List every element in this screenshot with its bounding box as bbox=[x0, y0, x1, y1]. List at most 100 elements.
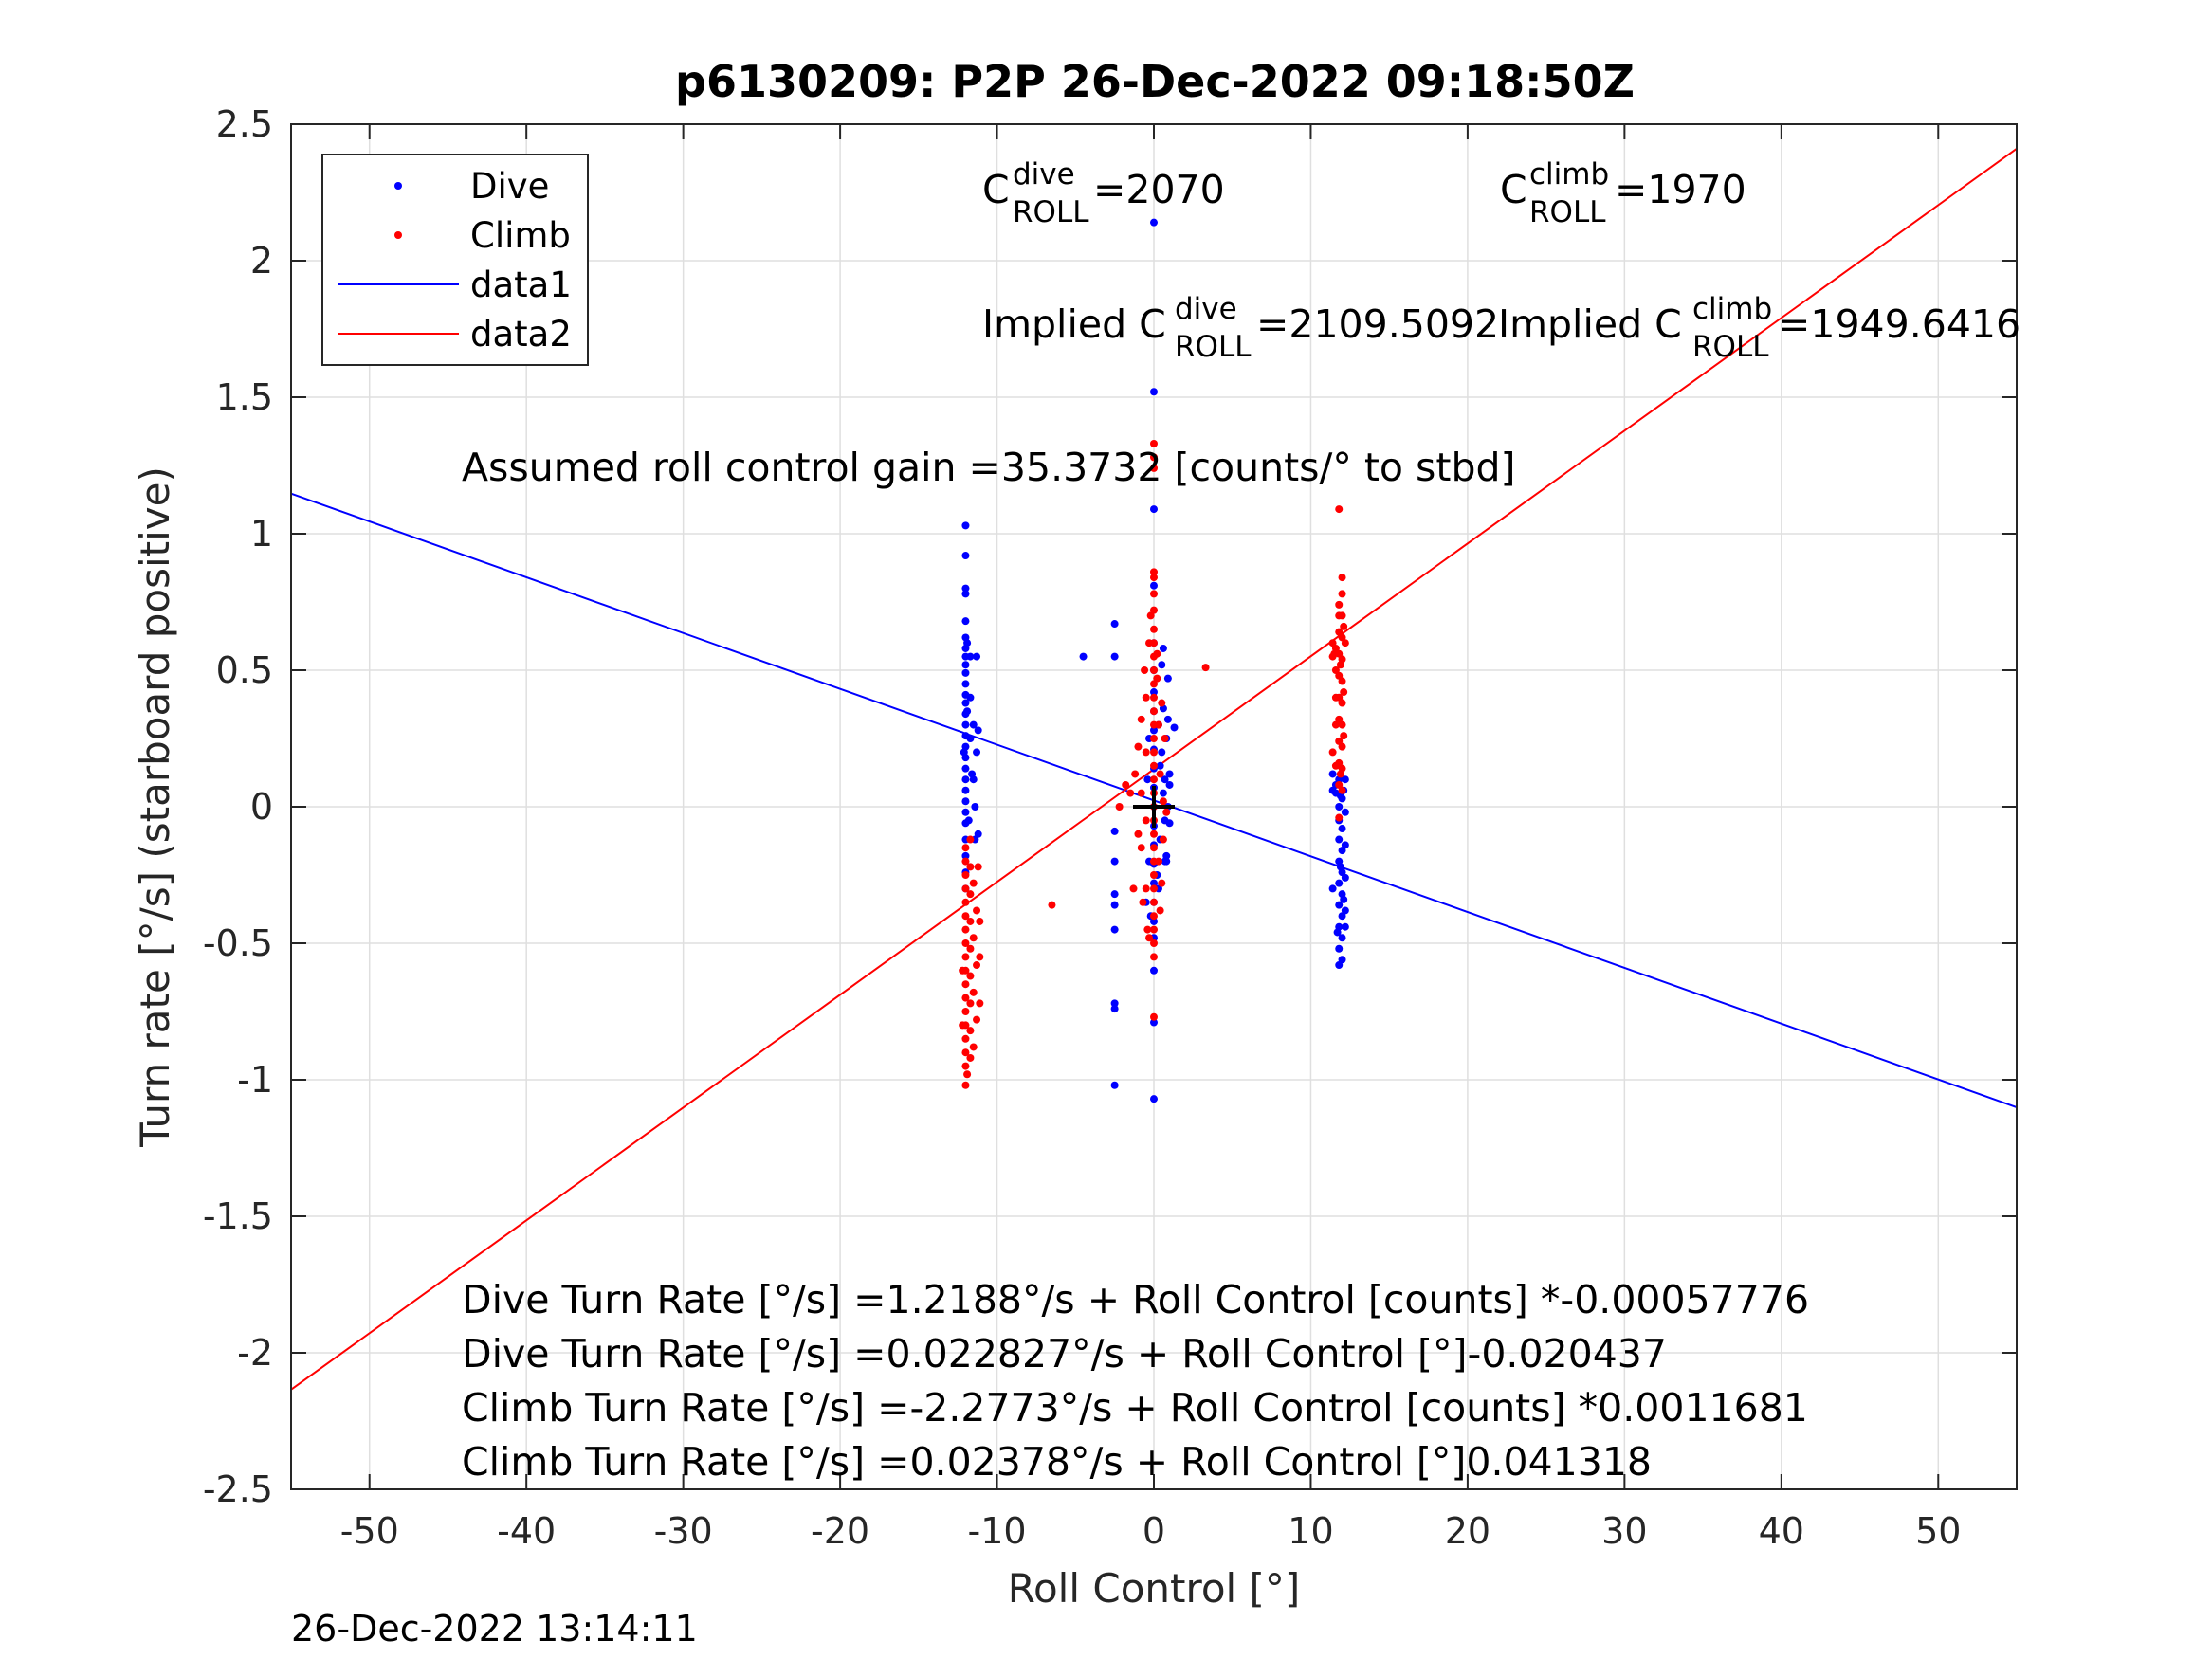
y-tick-label: 1.5 bbox=[216, 376, 273, 418]
data-point bbox=[961, 953, 970, 961]
data-point bbox=[1110, 925, 1119, 934]
data-point bbox=[966, 890, 975, 899]
data-point bbox=[1154, 720, 1162, 729]
data-point bbox=[1335, 879, 1344, 887]
data-point bbox=[976, 999, 984, 1008]
x-tick-label: -40 bbox=[497, 1510, 556, 1552]
data-point bbox=[1150, 884, 1158, 893]
data-point bbox=[1156, 761, 1164, 770]
x-tick-label: -50 bbox=[340, 1510, 399, 1552]
data-point bbox=[1335, 944, 1344, 953]
c-dive-sub: ROLL bbox=[1013, 195, 1089, 229]
implied-dive-prefix: Implied C bbox=[982, 301, 1166, 347]
data-point bbox=[1110, 857, 1119, 866]
data-point bbox=[1150, 1012, 1158, 1021]
data-point bbox=[1338, 720, 1346, 729]
data-point bbox=[964, 816, 973, 825]
data-point bbox=[1142, 693, 1150, 702]
y-tick-label: 1 bbox=[250, 513, 273, 555]
y-tick-label: -2 bbox=[237, 1332, 273, 1374]
data-point bbox=[1143, 925, 1152, 934]
data-point bbox=[1153, 649, 1161, 658]
data-point bbox=[1330, 649, 1339, 658]
data-point bbox=[966, 1027, 975, 1035]
data-point bbox=[1150, 939, 1158, 947]
annotation-c-climb: C climb ROLL =1970 bbox=[1500, 157, 1746, 229]
data-point bbox=[1335, 803, 1344, 811]
data-point bbox=[1150, 775, 1158, 784]
timestamp: 26-Dec-2022 13:14:11 bbox=[291, 1608, 698, 1650]
data-point bbox=[1340, 895, 1348, 903]
data-point bbox=[1142, 748, 1150, 757]
c-dive-sup: dive bbox=[1013, 157, 1075, 191]
y-tick-label: -2.5 bbox=[203, 1468, 273, 1510]
data-point bbox=[1163, 674, 1172, 683]
y-tick-label: 0 bbox=[250, 786, 273, 828]
data-point bbox=[961, 898, 970, 906]
x-axis-label: Roll Control [°] bbox=[1008, 1565, 1301, 1612]
data-point bbox=[963, 707, 972, 716]
y-tick-label: 0.5 bbox=[216, 649, 273, 691]
data-point bbox=[1154, 857, 1162, 866]
data-point bbox=[1110, 620, 1119, 629]
data-point bbox=[961, 857, 970, 866]
data-point bbox=[1161, 735, 1169, 742]
data-point bbox=[1335, 813, 1344, 822]
data-point bbox=[1079, 652, 1088, 661]
data-point bbox=[971, 803, 979, 811]
data-point bbox=[1335, 835, 1344, 844]
data-point bbox=[961, 1081, 970, 1089]
data-point bbox=[1338, 956, 1346, 964]
data-point bbox=[1336, 770, 1344, 778]
x-tick-label: 50 bbox=[1915, 1510, 1961, 1552]
data-point bbox=[1150, 953, 1158, 961]
legend-label-data1: data1 bbox=[470, 264, 572, 305]
data-point bbox=[1150, 761, 1158, 770]
equation-2: Dive Turn Rate [°/s] =0.022827°/s + Roll… bbox=[462, 1331, 1667, 1376]
x-tick-label: -10 bbox=[968, 1510, 1027, 1552]
x-tick-label: 0 bbox=[1143, 1510, 1165, 1552]
data-point bbox=[1150, 1095, 1158, 1103]
data-point bbox=[1341, 841, 1349, 849]
data-point bbox=[969, 775, 978, 784]
data-point bbox=[1335, 600, 1344, 609]
data-point bbox=[961, 994, 970, 1002]
data-point bbox=[1341, 808, 1349, 816]
data-point bbox=[1333, 928, 1342, 937]
data-point bbox=[1134, 830, 1143, 838]
data-point bbox=[1131, 770, 1140, 778]
data-point bbox=[1165, 819, 1174, 828]
data-point bbox=[961, 775, 970, 784]
c-climb-sub: ROLL bbox=[1529, 195, 1606, 229]
legend-marker-climb bbox=[394, 231, 402, 239]
data-point bbox=[961, 617, 970, 626]
data-point bbox=[1110, 1081, 1119, 1089]
data-point bbox=[961, 590, 970, 598]
data-point bbox=[969, 1043, 978, 1051]
data-point bbox=[961, 980, 970, 989]
data-point bbox=[1341, 922, 1349, 931]
data-point bbox=[966, 735, 975, 742]
data-point bbox=[1341, 873, 1349, 882]
data-point bbox=[961, 925, 970, 934]
data-point bbox=[1341, 639, 1349, 647]
data-point bbox=[1338, 677, 1346, 685]
data-point bbox=[1341, 906, 1349, 915]
x-tick-label: 20 bbox=[1445, 1510, 1490, 1552]
data-point bbox=[1110, 999, 1119, 1008]
annotation-implied-dive: Implied C dive ROLL =2109.5092 bbox=[982, 292, 1499, 364]
data-point bbox=[1150, 439, 1158, 447]
equation-1: Dive Turn Rate [°/s] =1.2188°/s + Roll C… bbox=[462, 1277, 1809, 1322]
data-point bbox=[1150, 735, 1158, 742]
implied-climb-prefix: Implied C bbox=[1498, 301, 1682, 347]
data-point bbox=[1110, 827, 1119, 835]
data-point bbox=[1150, 748, 1158, 757]
data-point bbox=[1150, 581, 1158, 590]
data-point bbox=[1126, 789, 1135, 797]
data-point bbox=[1150, 871, 1158, 879]
y-tick-labels: 2.5 2 1.5 1 0.5 0 -0.5 -1 -1.5 -2 -2.5 bbox=[203, 103, 273, 1510]
equation-3: Climb Turn Rate [°/s] =-2.2773°/s + Roll… bbox=[462, 1385, 1808, 1431]
data-point bbox=[976, 953, 984, 961]
annotation-implied-climb: Implied C climb ROLL =1949.6416 bbox=[1498, 292, 2020, 364]
data-point bbox=[966, 917, 975, 925]
